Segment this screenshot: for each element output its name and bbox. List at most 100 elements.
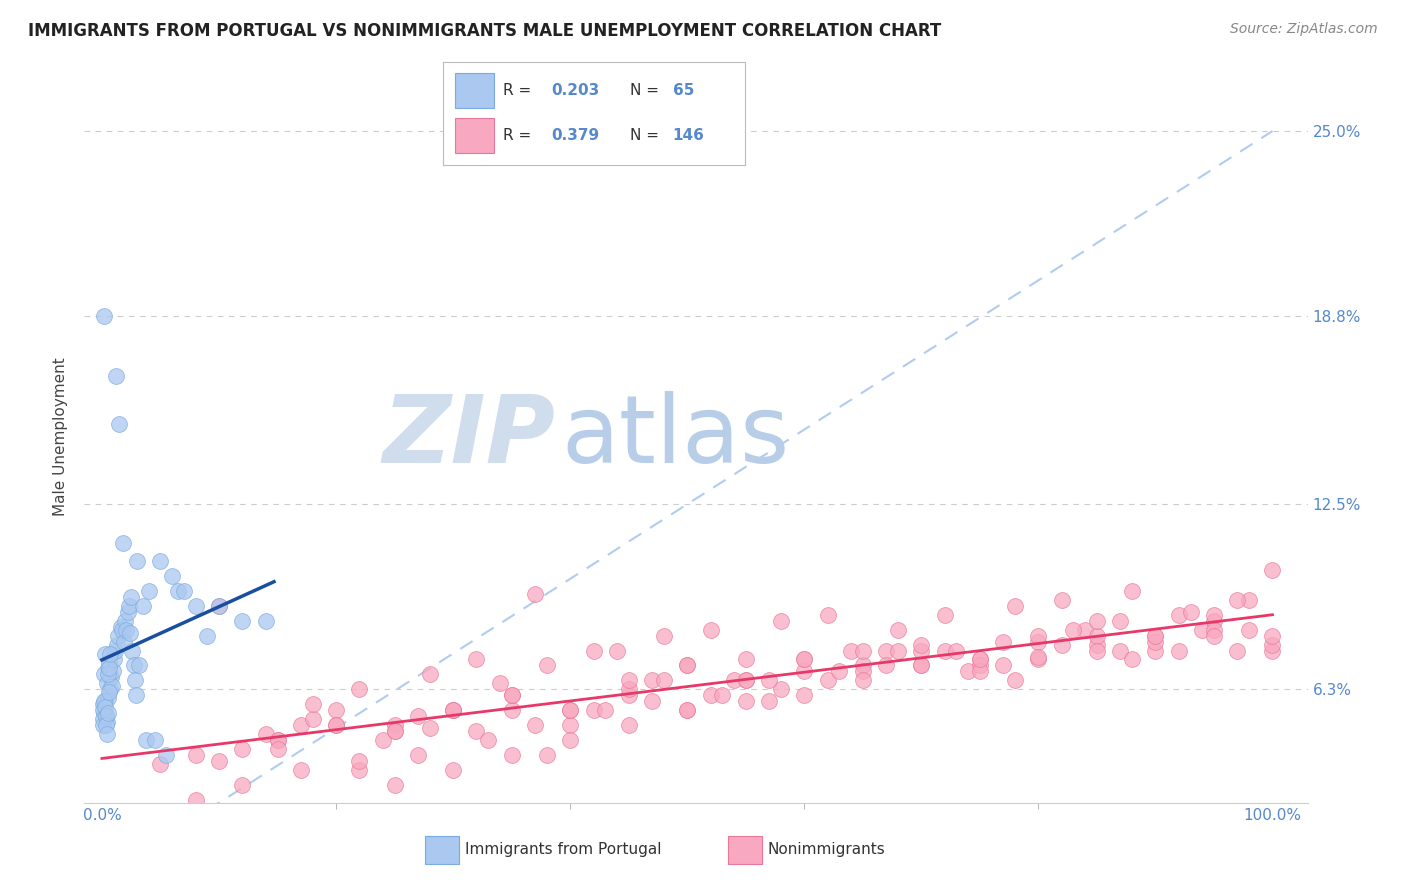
Point [419, 667, 441, 681]
Point [582, 703, 605, 717]
Point [676, 703, 699, 717]
Point [910, 638, 932, 652]
Point [793, 665, 815, 679]
Point [208, 599, 231, 613]
Point [734, 673, 756, 688]
Point [1121, 652, 1143, 666]
Point [617, 673, 640, 688]
Point [1167, 607, 1189, 622]
Point [96, 715, 118, 730]
FancyBboxPatch shape [456, 118, 495, 153]
Point [441, 703, 464, 717]
Point [910, 658, 932, 673]
Point [993, 658, 1015, 673]
Point [1004, 599, 1026, 613]
Point [817, 607, 839, 622]
Point [1085, 638, 1108, 652]
Point [91, 703, 114, 717]
Point [290, 718, 312, 732]
Point [94, 647, 117, 661]
Point [94, 694, 117, 708]
Point [887, 643, 910, 657]
Point [839, 643, 862, 657]
Point [1004, 673, 1026, 688]
Point [1261, 638, 1284, 652]
Point [641, 694, 664, 708]
Point [143, 733, 166, 747]
Point [1226, 643, 1249, 657]
Point [711, 689, 734, 703]
Point [97, 661, 120, 675]
Point [1144, 643, 1167, 657]
Point [1028, 649, 1050, 664]
Point [723, 673, 745, 688]
FancyBboxPatch shape [425, 836, 458, 863]
Point [111, 623, 134, 637]
Point [160, 569, 183, 583]
Point [91, 718, 114, 732]
Point [1062, 623, 1084, 637]
Point [1202, 629, 1225, 643]
Point [758, 673, 780, 688]
Point [301, 698, 323, 712]
Point [1085, 614, 1108, 628]
Point [1202, 623, 1225, 637]
Text: 0.379: 0.379 [551, 128, 600, 143]
Point [112, 634, 135, 648]
Point [195, 629, 218, 643]
Point [524, 718, 547, 732]
Point [489, 676, 512, 690]
Point [254, 614, 277, 628]
Point [1028, 629, 1050, 643]
Point [94, 709, 117, 723]
Point [231, 778, 253, 792]
Point [103, 652, 125, 666]
Point [419, 721, 441, 735]
Text: N =: N = [630, 83, 664, 97]
Point [501, 703, 523, 717]
Point [406, 709, 429, 723]
Point [1261, 563, 1284, 577]
Point [606, 643, 628, 657]
Point [325, 703, 347, 717]
Point [652, 629, 675, 643]
Point [93, 706, 115, 721]
Point [96, 706, 118, 721]
Text: atlas: atlas [561, 391, 790, 483]
Point [122, 658, 145, 673]
Point [969, 652, 991, 666]
Point [560, 733, 582, 747]
Point [96, 727, 118, 741]
Point [852, 665, 875, 679]
Point [652, 673, 675, 688]
Point [114, 614, 136, 628]
Point [94, 700, 117, 714]
Point [969, 658, 991, 673]
Text: 146: 146 [672, 128, 704, 143]
Point [97, 685, 120, 699]
Point [110, 620, 132, 634]
Point [349, 763, 371, 777]
Point [120, 590, 142, 604]
Point [934, 607, 956, 622]
Point [97, 691, 120, 706]
Point [384, 778, 406, 792]
Point [96, 718, 118, 732]
Point [98, 647, 121, 661]
Point [1144, 629, 1167, 643]
Point [1237, 592, 1260, 607]
Point [465, 652, 488, 666]
FancyBboxPatch shape [728, 836, 762, 863]
Point [560, 718, 582, 732]
Point [934, 643, 956, 657]
Point [301, 712, 323, 726]
Point [384, 724, 406, 739]
Text: Immigrants from Portugal: Immigrants from Portugal [465, 842, 661, 857]
Point [676, 703, 699, 717]
Point [93, 309, 115, 323]
Point [128, 658, 150, 673]
Point [945, 643, 967, 657]
Point [617, 689, 640, 703]
Point [1028, 634, 1050, 648]
Point [828, 665, 851, 679]
